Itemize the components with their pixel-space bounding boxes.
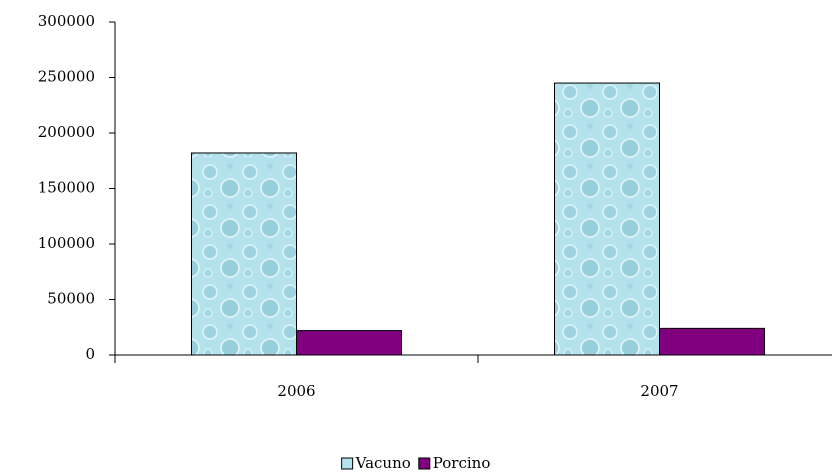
legend-swatch	[341, 457, 354, 470]
legend: Vacuno Porcino	[341, 454, 491, 472]
y-tick-label: 250000	[38, 68, 95, 86]
y-tick-label: 150000	[38, 179, 95, 197]
bar	[296, 330, 402, 356]
y-tick-label: 0	[85, 345, 95, 363]
legend-item: Vacuno	[341, 454, 411, 472]
y-tick-label: 200000	[38, 123, 95, 141]
bar	[191, 152, 297, 356]
legend-label: Porcino	[433, 454, 491, 472]
bar	[554, 82, 660, 356]
legend-label: Vacuno	[355, 454, 411, 472]
y-tick-label: 300000	[38, 12, 95, 30]
legend-swatch	[418, 457, 431, 470]
y-tick-label: 100000	[38, 234, 95, 252]
y-tick-label: 50000	[47, 290, 95, 308]
x-tick-label: 2007	[640, 382, 678, 400]
plot-area: 0 50000 100000 150000 200000 250000 300000 2006…	[38, 12, 832, 400]
bar	[659, 327, 765, 356]
legend-item: Porcino	[418, 454, 491, 472]
x-tick-label: 2006	[277, 382, 315, 400]
